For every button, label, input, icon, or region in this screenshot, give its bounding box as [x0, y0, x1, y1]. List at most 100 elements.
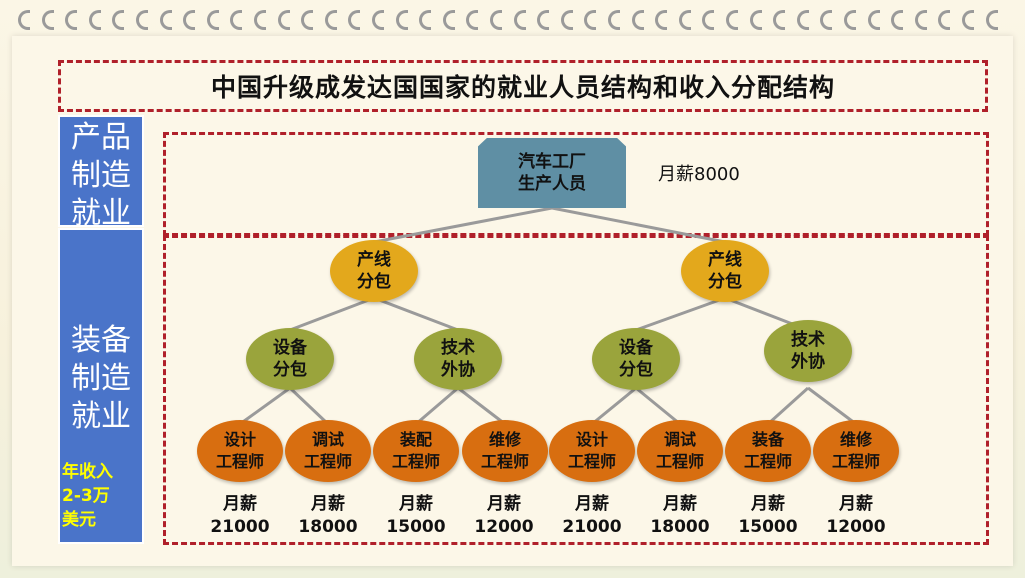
- notebook-ring: [183, 10, 196, 30]
- root-salary: 月薪8000: [658, 164, 740, 185]
- salary-value: 12000: [826, 517, 886, 537]
- salary-label: 月薪 21000: [200, 493, 280, 539]
- notebook-ring: [490, 10, 502, 30]
- page-title: 中国升级成发达国国家的就业人员结构和收入分配结构: [210, 73, 835, 102]
- node-text: 调试: [311, 430, 344, 449]
- node-maintenance-engineer: 维修 工程师: [462, 420, 548, 482]
- salary-caption: 月薪: [311, 494, 345, 514]
- node-equipment-subcontract: 设备 分包: [246, 328, 334, 390]
- salary-value: 18000: [650, 517, 710, 537]
- title-frame: 中国升级成发达国国家的就业人员结构和收入分配结构: [58, 60, 988, 112]
- income-line: 2-3万: [62, 486, 110, 506]
- node-text: 分包: [357, 272, 391, 292]
- salary-value: 15000: [386, 517, 446, 537]
- node-text: 工程师: [215, 452, 264, 471]
- salary-caption: 月薪: [575, 494, 609, 514]
- node-text: 调试: [663, 430, 696, 449]
- node-design-engineer: 设计 工程师: [549, 420, 635, 482]
- notebook-ring: [655, 10, 668, 30]
- notebook-ring: [631, 10, 644, 30]
- notebook-ring: [560, 10, 573, 30]
- node-text: 工程师: [743, 452, 792, 471]
- node-text: 外协: [441, 360, 475, 380]
- node-text: 外协: [791, 352, 825, 372]
- notebook-ring: [962, 10, 974, 30]
- salary-caption: 月薪: [751, 494, 785, 514]
- root-node-auto-factory-workers: 汽车工厂 生产人员: [478, 138, 626, 208]
- connector-line: [239, 386, 291, 426]
- notebook-ring: [206, 10, 219, 30]
- side-label-line: 制造: [71, 361, 131, 396]
- node-text: 汽车工厂: [518, 152, 586, 172]
- notebook-ring: [254, 10, 266, 30]
- salary-caption: 月薪: [399, 494, 433, 514]
- notebook-ring: [18, 10, 30, 30]
- node-text: 工程师: [480, 452, 529, 471]
- income-line: 年收入: [62, 462, 113, 482]
- connector-line: [288, 386, 330, 426]
- notebook-ring: [678, 10, 691, 30]
- node-text: 设计: [223, 430, 256, 449]
- node-assembly-engineer: 装配 工程师: [373, 420, 459, 482]
- node-text: 工程师: [655, 452, 704, 471]
- side-label-line: 就业: [71, 196, 131, 231]
- notebook-ring: [844, 10, 856, 30]
- node-text: 维修: [488, 430, 521, 449]
- notebook-ring: [891, 10, 904, 30]
- salary-label: 月薪 15000: [728, 493, 808, 539]
- node-line-subcontract: 产线 分包: [330, 240, 418, 302]
- connector-line: [635, 296, 726, 332]
- notebook-ring: [820, 10, 833, 30]
- connector-line: [591, 386, 637, 426]
- salary-caption: 月薪: [663, 494, 697, 514]
- notebook-ring: [348, 10, 361, 30]
- notebook-ring: [419, 10, 432, 30]
- node-text: 产线: [357, 250, 391, 270]
- node-text: 设计: [575, 430, 608, 449]
- notebook-ring: [159, 10, 172, 30]
- salary-label: 月薪 12000: [464, 493, 544, 539]
- salary-label: 月薪 15000: [376, 493, 456, 539]
- connector-line: [766, 386, 810, 426]
- node-text: 设备: [619, 338, 653, 358]
- salary-value: 21000: [210, 517, 270, 537]
- node-commissioning-engineer: 调试 工程师: [637, 420, 723, 482]
- notebook-ring: [466, 10, 479, 30]
- notebook-ring: [537, 10, 550, 30]
- node-text: 技术: [441, 338, 475, 358]
- salary-value: 15000: [738, 517, 798, 537]
- node-equipment-subcontract: 设备 分包: [592, 328, 680, 390]
- notebook-ring: [513, 10, 526, 30]
- node-text: 技术: [791, 330, 825, 350]
- salary-value: 12000: [474, 517, 534, 537]
- node-design-engineer: 设计 工程师: [197, 420, 283, 482]
- side-label-line: 制造: [71, 158, 131, 193]
- node-maintenance-engineer: 维修 工程师: [813, 420, 899, 482]
- notebook-ring: [324, 10, 337, 30]
- node-commissioning-engineer: 调试 工程师: [285, 420, 371, 482]
- notebook-ring: [395, 10, 408, 30]
- connector-line: [373, 206, 553, 244]
- equipment-section-frame: [163, 235, 989, 545]
- side-label-line: 装备: [71, 323, 131, 358]
- notebook-ring: [112, 10, 125, 30]
- notebook-rings: [10, 6, 1015, 36]
- notebook-ring: [867, 10, 880, 30]
- income-line: 美元: [62, 510, 96, 530]
- side-label-product-manufacturing: 产品 制造 就业: [58, 115, 144, 231]
- notebook-ring: [230, 10, 243, 30]
- notebook-ring: [938, 10, 951, 30]
- connector-line: [635, 386, 681, 426]
- notebook-ring: [749, 10, 762, 30]
- node-text: 工程师: [567, 452, 616, 471]
- notebook-ring: [726, 10, 738, 30]
- annual-income-note: 年收入 2-3万 美元: [62, 460, 140, 532]
- side-label-equipment-manufacturing: 装备 制造 就业: [58, 228, 144, 544]
- salary-label: 月薪 18000: [640, 493, 720, 539]
- node-text: 装配: [399, 430, 432, 449]
- node-equipment-engineer: 装备 工程师: [725, 420, 811, 482]
- side-label-line: 产品: [71, 120, 131, 155]
- notebook-ring: [301, 10, 314, 30]
- side-label-line: 就业: [71, 399, 131, 434]
